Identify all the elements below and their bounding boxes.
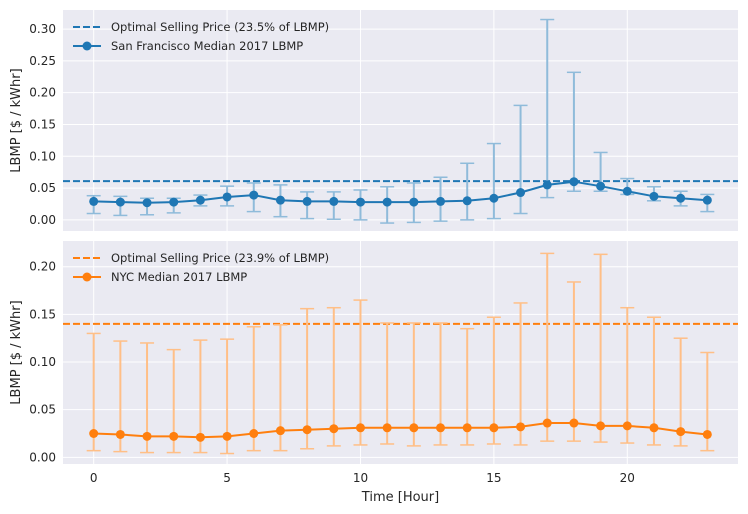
data-point [195,432,205,442]
legend-marker-series [82,272,92,282]
data-point [676,193,686,203]
data-point [302,196,312,206]
y-tick-label: 0.05 [29,181,56,195]
x-tick-label: 5 [223,471,231,485]
data-point [542,180,552,190]
y-axis-label: LBMP [$ / kWhr] [9,300,24,404]
data-point [462,423,472,433]
x-tick-label: 15 [486,471,501,485]
data-point [409,197,419,207]
legend-label-series: San Francisco Median 2017 LBMP [111,39,303,53]
data-point [596,421,606,431]
data-point [275,426,285,436]
data-point [516,422,526,432]
legend-marker-series [82,41,92,51]
data-point [115,197,125,207]
data-point [89,429,99,439]
legend-label-series: NYC Median 2017 LBMP [111,270,247,284]
data-point [329,424,339,434]
data-point [169,431,179,441]
y-tick-label: 0.15 [29,117,56,131]
data-point [249,429,259,439]
legend-label-threshold: Optimal Selling Price (23.5% of LBMP) [111,20,329,34]
y-tick-label: 0.05 [29,403,56,417]
data-point [302,425,312,435]
y-tick-label: 0.10 [29,355,56,369]
data-point [355,197,365,207]
data-point [596,181,606,191]
data-point [622,421,632,431]
legend-label-threshold: Optimal Selling Price (23.9% of LBMP) [111,251,329,265]
data-point [222,431,232,441]
data-point [275,195,285,205]
data-point [436,423,446,433]
y-tick-label: 0.10 [29,149,56,163]
bottom-panel: 0.00 0.05 0.10 0.15 0.20 0 5 10 15 20 LBMP [$ / kW… [9,241,738,505]
data-point [622,186,632,196]
data-point [409,423,419,433]
data-point [115,429,125,439]
data-point [569,177,579,187]
data-point [489,423,499,433]
data-point [195,195,205,205]
y-tick-label: 0.25 [29,54,56,68]
data-point [649,191,659,201]
data-point [142,198,152,208]
y-axis-label: LBMP [$ / kWhr] [9,68,24,172]
y-tick-label: 0.30 [29,22,56,36]
data-point [702,429,712,439]
data-point [169,197,179,207]
data-point [436,196,446,206]
data-point [89,196,99,206]
y-tick-label: 0.20 [29,260,56,274]
data-point [222,192,232,202]
x-axis-label: Time [Hour] [361,490,439,505]
y-tick-label: 0.15 [29,307,56,321]
data-point [249,190,259,200]
x-tick-label: 0 [90,471,98,485]
y-tick-label: 0.20 [29,86,56,100]
data-point [355,423,365,433]
data-point [462,196,472,206]
data-point [569,418,579,428]
data-point [329,196,339,206]
data-point [676,427,686,437]
x-tick-label: 20 [620,471,635,485]
y-tick-label: 0.00 [29,213,56,227]
data-point [542,418,552,428]
y-tick-label: 0.00 [29,450,56,464]
x-tick-label: 10 [353,471,368,485]
data-point [702,195,712,205]
data-point [382,197,392,207]
data-point [489,193,499,203]
data-point [382,423,392,433]
data-point [649,423,659,433]
top-panel: 0.00 0.05 0.10 0.15 0.20 0.25 0.30 LBMP [$ / kW… [9,10,738,231]
data-point [142,431,152,441]
data-point [516,188,526,198]
